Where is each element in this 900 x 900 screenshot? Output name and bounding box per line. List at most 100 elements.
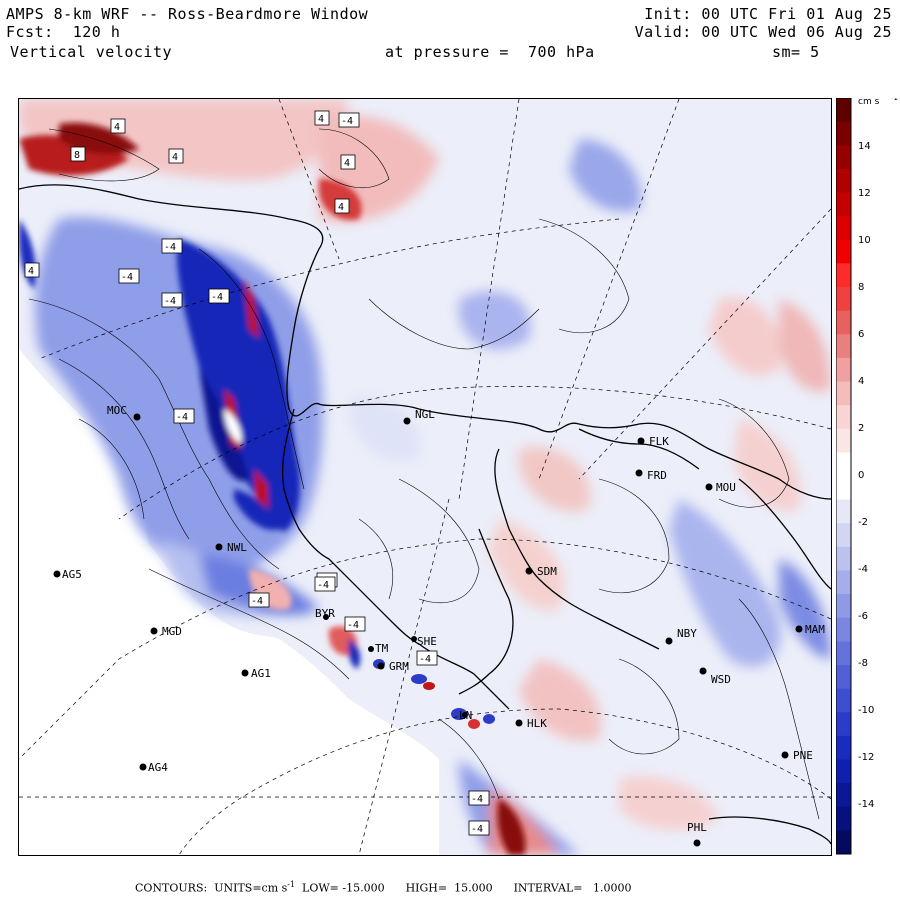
colorbar-tick-label: -2 bbox=[858, 517, 868, 528]
forecast-hour: Fcst: 120 h bbox=[6, 23, 121, 41]
station-mgd: MGD bbox=[150, 625, 182, 638]
station-she: SHE bbox=[411, 635, 437, 648]
colorbar-tick-label: -6 bbox=[858, 611, 868, 622]
contour-label: -4 bbox=[314, 576, 336, 592]
svg-text:-4: -4 bbox=[471, 824, 483, 835]
colorbar-swatch bbox=[836, 830, 851, 855]
colorbar-swatch bbox=[836, 263, 851, 288]
contour-label: -4 bbox=[468, 790, 490, 806]
contour-label: 4 bbox=[314, 110, 330, 126]
svg-text:GRM: GRM bbox=[389, 660, 409, 673]
colorbar-swatch bbox=[836, 641, 851, 666]
svg-text:SHE: SHE bbox=[417, 635, 437, 648]
contour-label-boxes: 4 4 4 8 4 4 4 -4 -4 -4 -4 -4 -4 -4 -4 -4… bbox=[24, 110, 490, 836]
colorbar-swatch bbox=[836, 570, 851, 595]
contour-label: -4 bbox=[161, 238, 183, 254]
contour-label: -4 bbox=[344, 616, 366, 632]
pressure-level: at pressure = 700 hPa bbox=[385, 43, 595, 61]
svg-text:-4: -4 bbox=[471, 794, 483, 805]
station-phl: PHL bbox=[687, 821, 707, 847]
svg-text:LN: LN bbox=[459, 709, 472, 722]
station-nby: NBY bbox=[665, 627, 697, 645]
station-frd: FRD bbox=[635, 469, 667, 482]
svg-text:MOC: MOC bbox=[107, 404, 127, 417]
svg-text:AG4: AG4 bbox=[148, 761, 168, 774]
station-tm: TM bbox=[368, 642, 389, 655]
colorbar-swatch bbox=[836, 712, 851, 737]
colorbar-tick-label: 2 bbox=[858, 423, 864, 434]
vv-shading-mountain-band bbox=[19, 122, 526, 855]
colorbar-tick-label: 10 bbox=[858, 235, 871, 246]
svg-text:AG1: AG1 bbox=[251, 667, 271, 680]
colorbar-swatch bbox=[836, 239, 851, 264]
colorbar: cm s -1 14 12 10 8 6 4 2 0 -2 -4 -6 -8 -10 -12 -14 bbox=[835, 94, 900, 858]
svg-text:-4: -4 bbox=[164, 296, 176, 307]
colorbar-tick-label: -14 bbox=[858, 799, 874, 810]
colorbar-swatch bbox=[836, 735, 851, 761]
colorbar-swatch bbox=[836, 499, 851, 524]
colorbar-tick-label: 8 bbox=[858, 282, 864, 293]
svg-text:4: 4 bbox=[344, 158, 350, 169]
svg-text:-4: -4 bbox=[347, 620, 359, 631]
station-markers: MOC NGL FLK FRD MOU NWL AG5 SDM MGD NBY … bbox=[53, 404, 825, 847]
map-canvas: 4 4 4 8 4 4 4 -4 -4 -4 -4 -4 -4 -4 -4 -4… bbox=[19, 99, 831, 855]
colorbar-swatch bbox=[836, 381, 851, 406]
station-mou: MOU bbox=[705, 481, 736, 494]
colorbar-swatch bbox=[836, 334, 851, 359]
svg-text:MOU: MOU bbox=[716, 481, 736, 494]
colorbar-swatch bbox=[836, 759, 851, 784]
station-ngl: NGL bbox=[403, 408, 435, 425]
contour-range-interval: LOW= -15.000 HIGH= 15.000 INTERVAL= 1.00… bbox=[295, 881, 632, 895]
station-grm: GRM bbox=[377, 660, 409, 673]
station-mam: MAM bbox=[795, 623, 825, 636]
colorbar-swatches bbox=[836, 98, 851, 855]
smoothing: sm= 5 bbox=[772, 43, 820, 61]
colorbar-unit: cm s bbox=[858, 98, 880, 107]
colorbar-swatch bbox=[836, 806, 851, 831]
contour-label: 8 bbox=[70, 146, 86, 162]
colorbar-swatch bbox=[836, 121, 851, 146]
colorbar-swatch bbox=[836, 145, 851, 170]
colorbar-swatch bbox=[836, 98, 851, 123]
svg-text:4: 4 bbox=[172, 152, 178, 163]
colorbar-swatch bbox=[836, 168, 851, 194]
graticule bbox=[19, 99, 831, 855]
contour-units-exponent: -1 bbox=[287, 880, 296, 889]
colorbar-tick-label: 14 bbox=[858, 141, 871, 152]
colorbar-tick-label: -12 bbox=[858, 752, 874, 763]
svg-text:FLK: FLK bbox=[649, 435, 669, 448]
field-name: Vertical velocity bbox=[10, 43, 173, 61]
contour-label: -4 bbox=[118, 268, 140, 284]
svg-text:-4: -4 bbox=[121, 272, 133, 283]
contour-label: -4 bbox=[416, 650, 438, 666]
svg-text:MAM: MAM bbox=[805, 623, 825, 636]
svg-text:4: 4 bbox=[114, 122, 120, 133]
colorbar-swatch bbox=[836, 665, 851, 690]
station-flk: FLK bbox=[637, 435, 669, 448]
colorbar-swatch bbox=[836, 594, 851, 619]
svg-text:4: 4 bbox=[28, 266, 34, 277]
svg-text:8: 8 bbox=[74, 150, 80, 161]
svg-text:NGL: NGL bbox=[415, 408, 435, 421]
svg-text:TM: TM bbox=[375, 642, 389, 655]
svg-text:WSD: WSD bbox=[711, 673, 731, 686]
colorbar-tick-label: 4 bbox=[858, 376, 864, 387]
station-ag4: AG4 bbox=[139, 761, 168, 774]
colorbar-swatch bbox=[836, 428, 851, 453]
contour-label: -4 bbox=[468, 820, 490, 836]
station-wsd: WSD bbox=[699, 667, 731, 686]
colorbar-swatch bbox=[836, 688, 851, 713]
init-time: Init: 00 UTC Fri 01 Aug 25 bbox=[644, 5, 892, 23]
svg-text:PNE: PNE bbox=[793, 749, 813, 762]
colorbar-swatch bbox=[836, 546, 851, 572]
svg-text:-4: -4 bbox=[341, 116, 353, 127]
svg-text:BYR: BYR bbox=[315, 607, 335, 620]
colorbar-swatch bbox=[836, 452, 851, 477]
contour-label: 4 bbox=[24, 262, 40, 278]
station-nwl: NWL bbox=[215, 541, 247, 554]
station-hlk: HLK bbox=[515, 717, 547, 730]
colorbar-swatch bbox=[836, 523, 851, 548]
colorbar-swatch bbox=[836, 357, 851, 383]
contour-label: 4 bbox=[168, 148, 184, 164]
map-panel[interactable]: 4 4 4 8 4 4 4 -4 -4 -4 -4 -4 -4 -4 -4 -4… bbox=[18, 98, 832, 856]
